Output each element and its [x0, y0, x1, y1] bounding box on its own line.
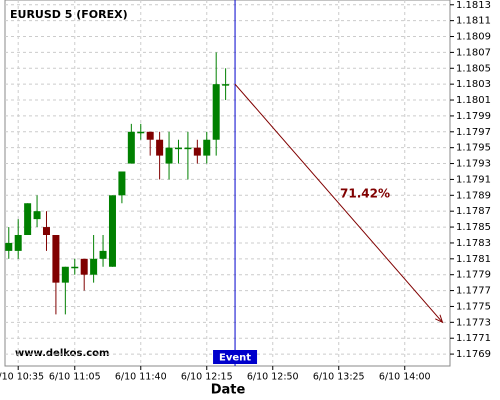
candle-body — [14, 235, 22, 251]
y-tick-label: 1.1775 — [456, 301, 491, 312]
y-tick-label: 1.1811 — [456, 16, 491, 27]
candle-body — [203, 139, 211, 156]
y-tick-label: 1.1769 — [456, 349, 491, 360]
y-tick-label: 1.1795 — [456, 143, 491, 154]
candle-body — [146, 131, 154, 140]
forecast-arrow — [234, 83, 443, 323]
x-tick-label: 6/10 11:05 — [49, 372, 101, 383]
y-tick-label: 1.1801 — [456, 95, 491, 106]
x-tick-label: 6/10 12:15 — [181, 372, 233, 383]
candle-body — [52, 235, 60, 283]
arrow-head — [435, 314, 444, 324]
candle-body — [127, 131, 135, 164]
y-tick-label: 1.1805 — [456, 63, 491, 74]
x-tick-label: 6/10 14:00 — [379, 372, 431, 383]
candle-body — [61, 266, 69, 283]
candle-body — [108, 195, 116, 267]
event-box — [213, 350, 258, 364]
candle-body — [212, 84, 220, 140]
x-tick-label: 6/10 12:50 — [247, 372, 299, 383]
x-tick-label: 6/10 11:40 — [115, 372, 167, 383]
candle-body — [118, 171, 126, 196]
candle-body — [42, 227, 50, 236]
y-tick-label: 1.1771 — [456, 333, 491, 344]
y-tick-label: 1.1809 — [456, 32, 491, 43]
y-tick-label: 1.1807 — [456, 47, 491, 58]
candle-body — [156, 139, 164, 156]
candle-body — [5, 242, 13, 251]
plot-frame — [4, 0, 451, 367]
candle-body — [165, 147, 173, 164]
watermark: www.delkos.com — [15, 348, 109, 359]
candle-body — [33, 211, 41, 220]
candle-body — [222, 84, 230, 86]
y-tick-label: 1.1777 — [456, 286, 491, 297]
candle-body — [80, 258, 88, 275]
y-tick-label: 1.1773 — [456, 317, 491, 328]
candle-body — [137, 131, 145, 134]
candle-body — [99, 250, 107, 259]
event-label: Event — [219, 353, 251, 364]
chart-title: EURUSD 5 (FOREX) — [10, 8, 128, 21]
x-tick-label: 6/10 13:25 — [313, 372, 365, 383]
x-axis-title: Date — [211, 383, 246, 398]
y-tick-label: 1.1791 — [456, 174, 491, 185]
y-tick-label: 1.1779 — [456, 270, 491, 281]
y-tick-label: 1.1785 — [456, 222, 491, 233]
y-tick-label: 1.1793 — [456, 159, 491, 170]
candle-body — [193, 147, 201, 156]
y-tick-label: 1.1781 — [456, 254, 491, 265]
candle-body — [71, 266, 79, 269]
candle-body — [90, 258, 98, 275]
y-tick-label: 1.1797 — [456, 127, 491, 138]
candle-body — [24, 203, 32, 236]
y-tick-label: 1.1789 — [456, 190, 491, 201]
y-tick-label: 1.1813 — [456, 0, 491, 11]
candle-body — [174, 147, 182, 150]
y-tick-label: 1.1787 — [456, 206, 491, 217]
candle-body — [184, 147, 192, 150]
y-tick-label: 1.1803 — [456, 79, 491, 90]
y-tick-label: 1.1783 — [456, 238, 491, 249]
y-tick-label: 1.1799 — [456, 111, 491, 122]
arrow-label: 71.42% — [340, 187, 390, 201]
x-tick-label: 6/10 10:35 — [0, 372, 44, 383]
